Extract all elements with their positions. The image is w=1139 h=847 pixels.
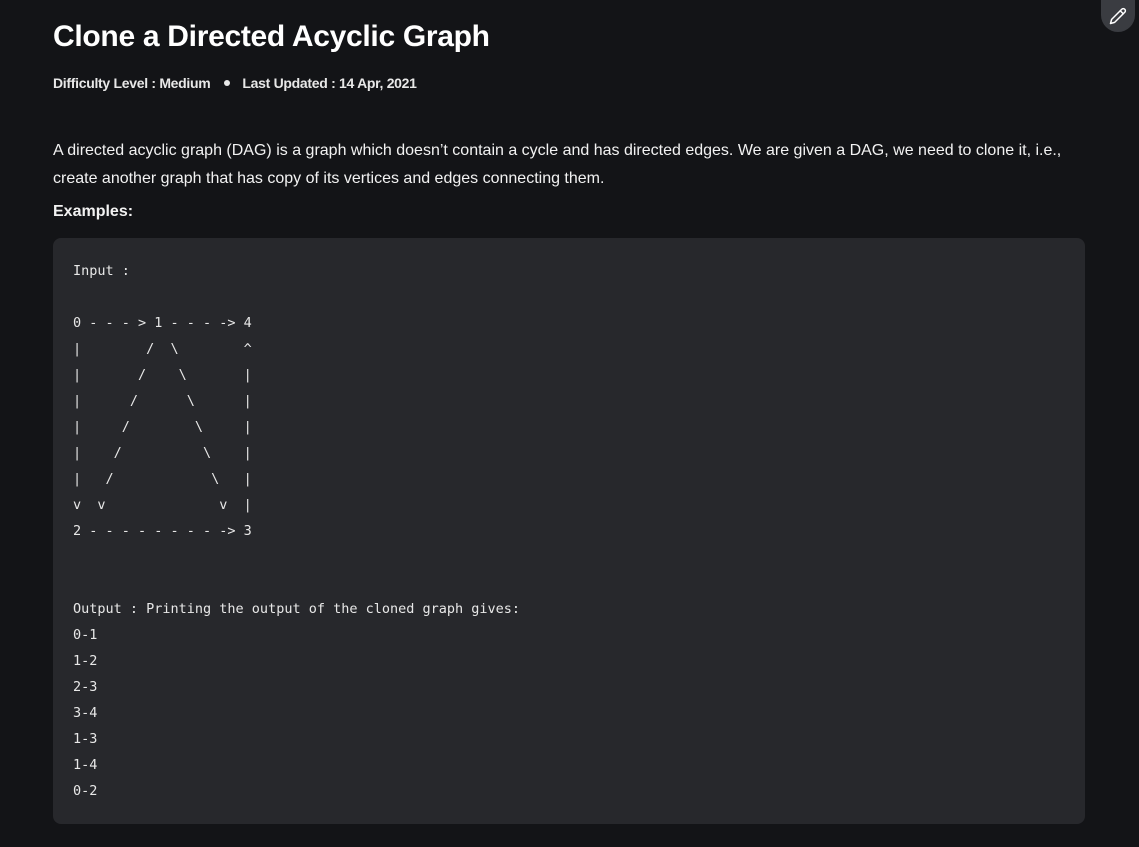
difficulty-level: Difficulty Level : Medium (53, 75, 211, 91)
edit-article-button[interactable] (1101, 0, 1135, 32)
code-text: Input : 0 - - - > 1 - - - -> 4 | / \ ^ |… (73, 263, 521, 799)
pencil-icon (1109, 7, 1127, 25)
code-block: Input : 0 - - - > 1 - - - -> 4 | / \ ^ |… (53, 238, 1085, 824)
last-updated: Last Updated : 14 Apr, 2021 (242, 75, 417, 91)
page-title: Clone a Directed Acyclic Graph (53, 20, 490, 53)
article-meta: Difficulty Level : Medium Last Updated :… (53, 75, 417, 91)
separator-dot (224, 80, 231, 86)
examples-heading: Examples: (53, 203, 134, 220)
article-description: A directed acyclic graph (DAG) is a grap… (53, 142, 1062, 187)
